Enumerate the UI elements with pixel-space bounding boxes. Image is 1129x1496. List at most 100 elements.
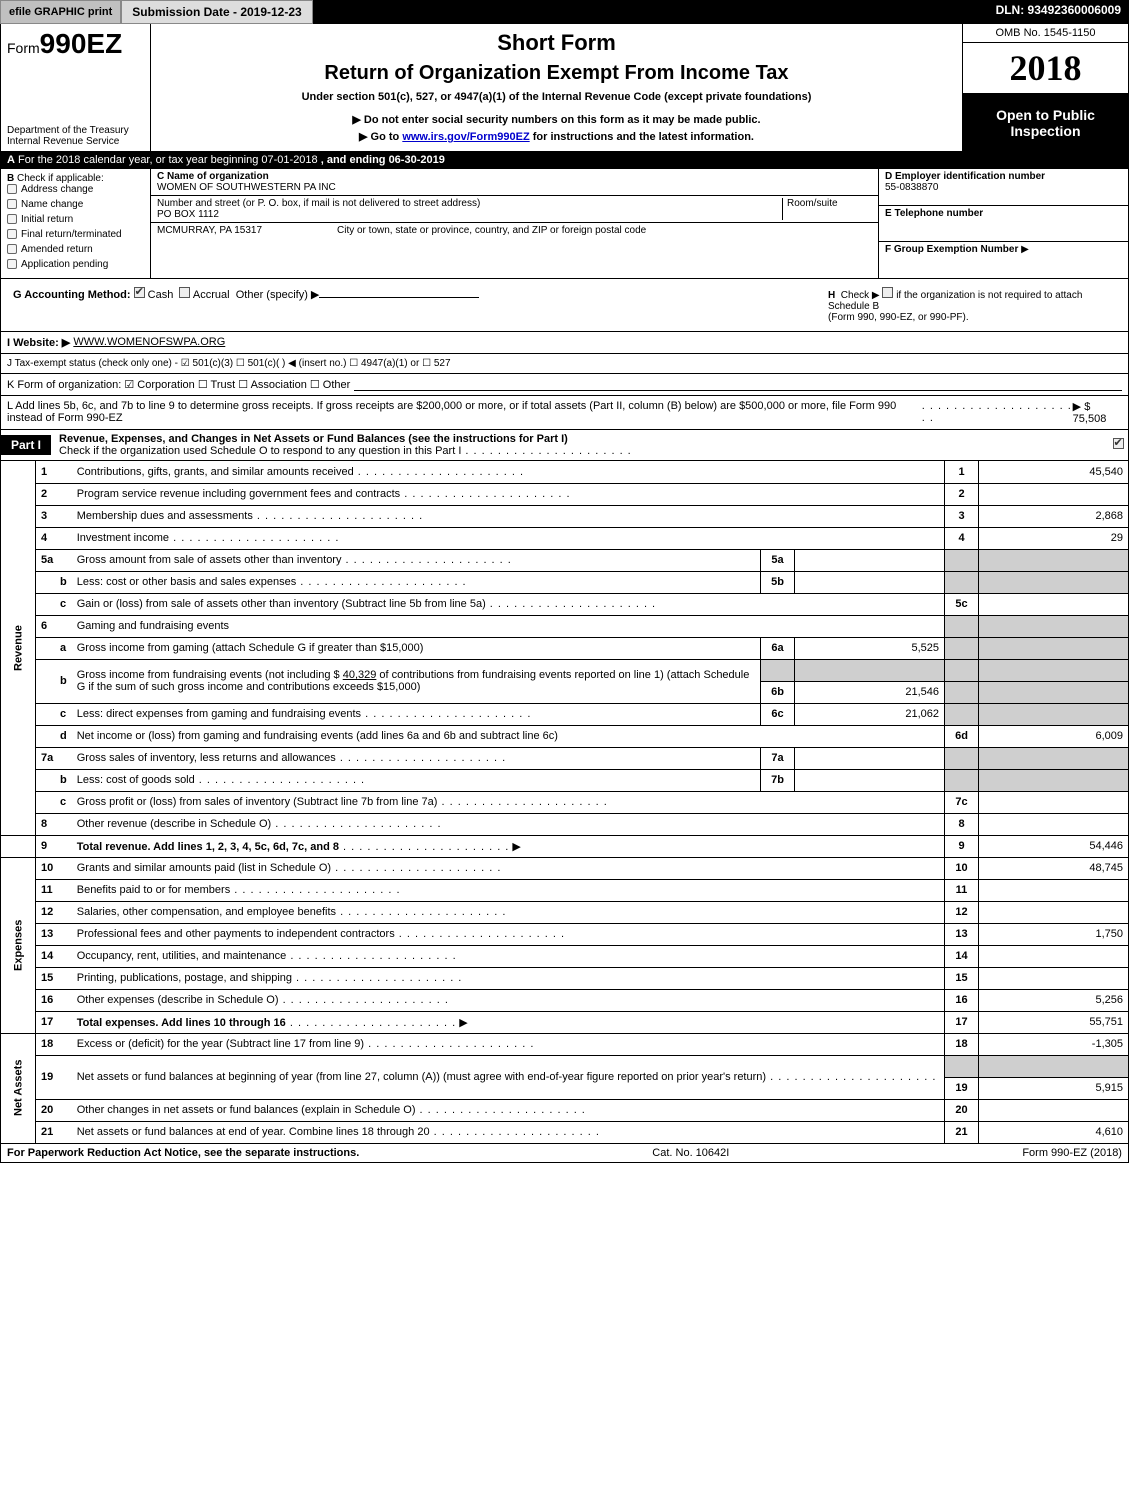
cb-application-pending[interactable]: Application pending <box>7 259 144 270</box>
desc: Other expenses (describe in Schedule O) <box>72 989 945 1011</box>
dots-icon <box>292 972 462 984</box>
side-revenue: Revenue <box>1 461 36 835</box>
desc-text: Total revenue. Add lines 1, 2, 3, 4, 5c,… <box>77 841 339 853</box>
table-row: 5a Gross amount from sale of assets othe… <box>1 549 1129 571</box>
desc-text: Printing, publications, postage, and shi… <box>77 972 292 984</box>
rn-grey <box>945 615 979 637</box>
checkbox-icon <box>7 214 17 224</box>
rn: 21 <box>945 1121 979 1143</box>
addr-value: PO BOX 1112 <box>157 209 782 220</box>
desc-text: Other changes in net assets or fund bala… <box>77 1104 416 1116</box>
cash-checkbox[interactable] <box>134 287 145 298</box>
table-row: c Gross profit or (loss) from sales of i… <box>1 791 1129 813</box>
top-bar: efile GRAPHIC print Submission Date - 20… <box>0 0 1129 24</box>
rn: 6d <box>945 725 979 747</box>
cb-initial-return[interactable]: Initial return <box>7 214 144 225</box>
ln: 7a <box>36 747 72 769</box>
rn: 13 <box>945 923 979 945</box>
table-row: Expenses 10 Grants and similar amounts p… <box>1 857 1129 879</box>
rn: 17 <box>945 1011 979 1033</box>
room-suite: Room/suite <box>782 198 872 220</box>
g-accounting: G Accounting Method: Cash Accrual Other … <box>7 283 822 327</box>
rv: 45,540 <box>979 461 1129 483</box>
rn: 15 <box>945 967 979 989</box>
ln: 18 <box>36 1033 72 1055</box>
ledger-table: Revenue 1 Contributions, gifts, grants, … <box>0 461 1129 1144</box>
part-i-checkbox[interactable] <box>1108 438 1128 452</box>
top-bar-left: efile GRAPHIC print Submission Date - 20… <box>0 0 313 24</box>
desc-text: Professional fees and other payments to … <box>77 928 395 940</box>
cb-amended-return[interactable]: Amended return <box>7 244 144 255</box>
desc: Gross income from fundraising events (no… <box>72 659 761 703</box>
short-form-title: Short Form <box>159 30 954 56</box>
rn-grey <box>945 571 979 593</box>
checkmark-icon <box>1113 438 1124 449</box>
header-mid: Short Form Return of Organization Exempt… <box>151 24 963 151</box>
cb-address-change[interactable]: Address change <box>7 184 144 195</box>
rv-grey <box>979 659 1129 681</box>
cb6-label: Application pending <box>21 259 108 270</box>
table-row: 21 Net assets or fund balances at end of… <box>1 1121 1129 1143</box>
e-label: E Telephone number <box>885 208 983 219</box>
desc: Occupancy, rent, utilities, and maintena… <box>72 945 945 967</box>
table-row: Revenue 1 Contributions, gifts, grants, … <box>1 461 1129 483</box>
ln: 5a <box>36 549 72 571</box>
table-row: 6 Gaming and fundraising events <box>1 615 1129 637</box>
dots-icon <box>416 1104 586 1116</box>
part-i-sub: Check if the organization used Schedule … <box>59 445 461 457</box>
desc: Other changes in net assets or fund bala… <box>72 1099 945 1121</box>
f-arrow: ▶ <box>1021 244 1029 255</box>
mn-grey <box>761 659 795 681</box>
f-label: F Group Exemption Number <box>885 244 1018 255</box>
h-check: Check ▶ <box>841 290 880 301</box>
ln: 16 <box>36 989 72 1011</box>
addr-label: Number and street (or P. O. box, if mail… <box>157 198 782 209</box>
dots-icon <box>461 445 631 457</box>
footer-right: Form 990-EZ (2018) <box>1022 1147 1122 1159</box>
main-title: Return of Organization Exempt From Incom… <box>159 62 954 85</box>
rv: 48,745 <box>979 857 1129 879</box>
rv: 5,915 <box>979 1077 1129 1099</box>
ln: d <box>36 725 72 747</box>
accrual-checkbox[interactable] <box>179 287 190 298</box>
rv <box>979 813 1129 835</box>
rn-grey <box>945 703 979 725</box>
mn: 6a <box>761 637 795 659</box>
ln: 2 <box>36 483 72 505</box>
dots-icon <box>364 1038 534 1050</box>
ln: 14 <box>36 945 72 967</box>
line-j: J Tax-exempt status (check only one) - ☑… <box>0 354 1129 374</box>
table-row: b Less: cost or other basis and sales ex… <box>1 571 1129 593</box>
cb1-label: Address change <box>21 184 93 195</box>
efile-print-button[interactable]: efile GRAPHIC print <box>0 0 121 24</box>
rv-grey <box>979 549 1129 571</box>
rn: 11 <box>945 879 979 901</box>
rn: 5c <box>945 593 979 615</box>
g-other-blank <box>319 297 479 298</box>
desc: Total expenses. Add lines 10 through 16 <box>72 1011 945 1033</box>
checkbox-icon <box>7 259 17 269</box>
rv <box>979 879 1129 901</box>
e-telephone: E Telephone number <box>879 206 1128 243</box>
h-checkbox[interactable] <box>882 287 893 298</box>
dots-icon <box>766 1071 936 1083</box>
rv <box>979 791 1129 813</box>
rn: 12 <box>945 901 979 923</box>
part-i-label: Part I <box>1 435 51 455</box>
desc-text: Membership dues and assessments <box>77 510 253 522</box>
cb-final-return[interactable]: Final return/terminated <box>7 229 144 240</box>
desc: Printing, publications, postage, and shi… <box>72 967 945 989</box>
rn: 18 <box>945 1033 979 1055</box>
rv <box>979 967 1129 989</box>
ln: c <box>36 593 72 615</box>
irs-link[interactable]: www.irs.gov/Form990EZ <box>402 131 529 143</box>
rn: 3 <box>945 505 979 527</box>
submission-date-label: Submission Date - 2019-12-23 <box>121 0 312 24</box>
cb-name-change[interactable]: Name change <box>7 199 144 210</box>
table-row: c Less: direct expenses from gaming and … <box>1 703 1129 725</box>
rn-grey <box>945 659 979 681</box>
desc-text: Net assets or fund balances at end of ye… <box>77 1126 430 1138</box>
j-text: J Tax-exempt status (check only one) - ☑… <box>7 358 451 369</box>
side-netassets: Net Assets <box>1 1033 36 1143</box>
ln: c <box>36 791 72 813</box>
